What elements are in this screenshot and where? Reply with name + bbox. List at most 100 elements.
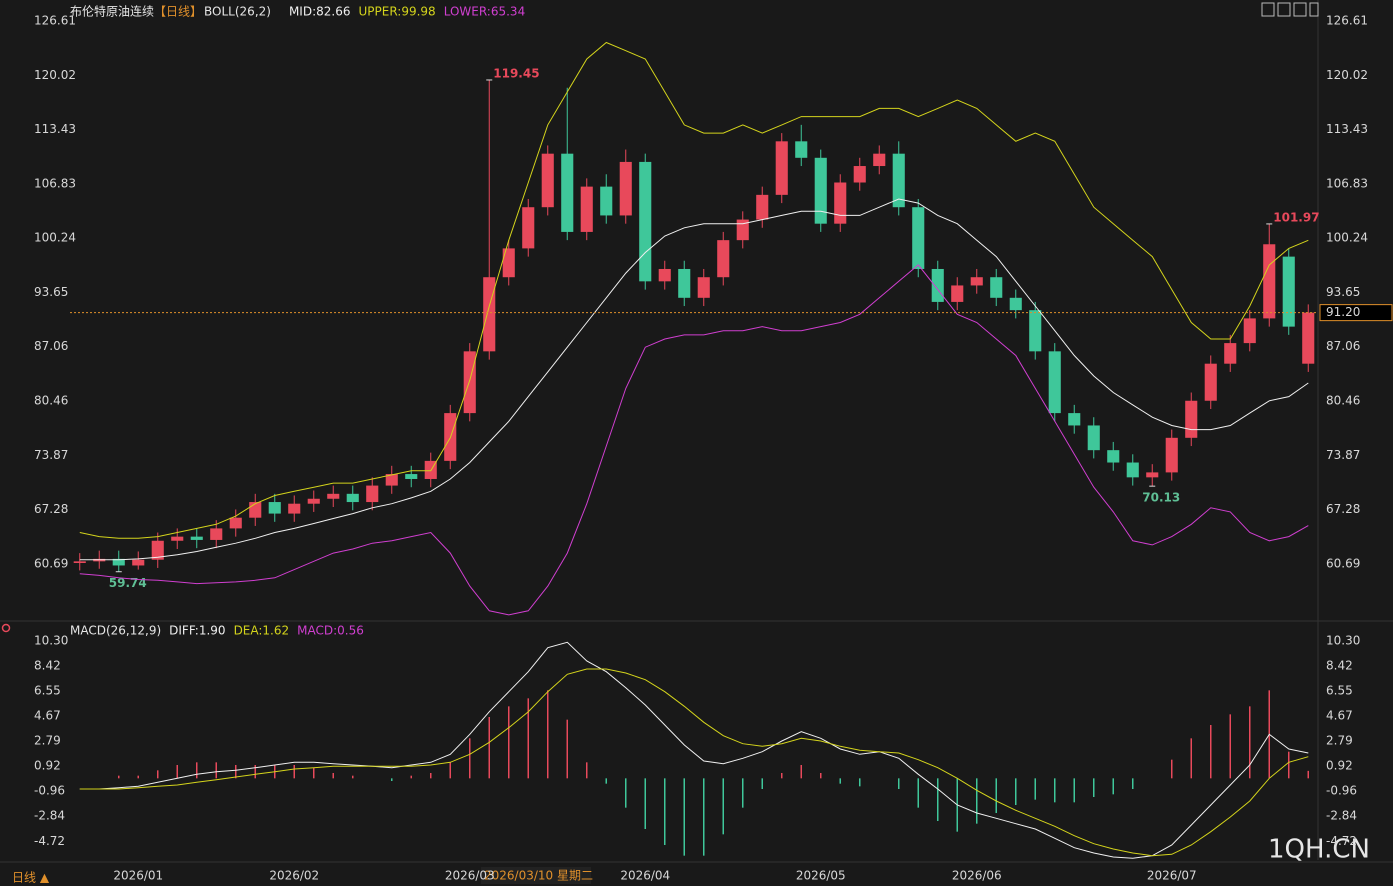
legend-entry: DEA:1.62 [234,624,290,638]
candle-body [561,153,574,232]
y2-tick-label: 4.67 [1326,709,1353,723]
candle-body [1165,437,1178,473]
indicator-icon[interactable] [1,623,11,633]
tool-icon[interactable] [1277,2,1291,17]
candle-body [190,536,203,540]
legend-entry: MACD(26,12,9) [70,624,161,638]
candle-body [639,161,652,282]
tool-icon[interactable] [1261,2,1275,17]
indicator-line [79,668,1309,857]
low-label: 70.13 [1142,491,1180,505]
x-tick-label: 2026/07 [1147,869,1197,883]
y-tick-label: 106.83 [34,176,76,190]
candle-body [580,186,593,232]
candle-body [775,141,788,195]
legend-entry: 布伦特原油连续 [70,4,154,19]
y-tick-label: 67.28 [34,502,68,516]
y2-tick-label: -2.84 [1326,809,1357,823]
candle-body [600,186,613,216]
y-tick-label: 120.02 [34,68,76,82]
toolbar[interactable] [1261,2,1319,17]
candle-body [229,517,242,529]
x-tick-label: 2026/05 [796,869,846,883]
candle-body [288,503,301,514]
legend-entry: MID:82.66 [289,5,351,19]
candle-body [483,277,496,352]
candle-body [327,493,340,499]
candle-body [951,285,964,302]
indicator-line [79,264,1309,616]
candle-body [1263,244,1276,319]
y-tick-label: -0.96 [34,784,65,798]
candle-body [678,268,691,298]
candle-body [1224,343,1237,364]
y2-tick-label: 60.69 [1326,556,1360,570]
candle-body [990,277,1003,298]
candle-body [1068,413,1081,426]
candle-body [1146,472,1159,478]
candle-body [1302,312,1315,364]
x-tick-label: 2026/04 [620,869,670,883]
high-label: 119.45 [493,66,539,80]
y-tick-label: 80.46 [34,394,68,408]
y2-tick-label: 93.65 [1326,285,1360,299]
legend-entry: LOWER:65.34 [444,5,526,19]
indicator-line [79,198,1309,561]
candle-body [931,268,944,302]
candle-body [307,498,320,504]
y2-tick-label: 2.79 [1326,734,1353,748]
y2-tick-label: 87.06 [1326,339,1360,353]
watermark: 1QH.CN [1268,835,1370,865]
candle-body [346,493,359,503]
legend-entry: UPPER:99.98 [358,5,435,19]
candle-body [1029,310,1042,352]
y2-tick-label: -4.72 [1326,834,1357,848]
period-switch[interactable]: 日线 ▲ [12,871,50,885]
candle-body [73,561,86,563]
y-tick-label: 100.24 [34,231,76,245]
y-tick-label: 126.61 [34,14,76,28]
last-price-box [1319,304,1393,322]
candle-body [522,207,535,249]
candle-body [853,166,866,183]
y-tick-label: -4.72 [34,834,65,848]
candle-body [892,153,905,208]
candle-body [717,240,730,278]
y2-tick-label: 120.02 [1326,68,1368,82]
tool-icon[interactable] [1309,2,1319,17]
candle-body [795,141,808,158]
y2-tick-label: 6.55 [1326,684,1353,698]
candle-body [151,540,164,560]
y-tick-label: 60.69 [34,556,68,570]
legend-entry: BOLL(26,2) [204,5,271,19]
candle-body [1282,256,1295,327]
candle-body [1126,462,1139,478]
candle-body [1107,450,1120,463]
y-tick-label: 2.79 [34,734,61,748]
candle-body [873,153,886,167]
candle-body [385,474,398,486]
y2-tick-label: 67.28 [1326,502,1360,516]
candle-body [912,207,925,269]
x-tick-label: 2026/01 [113,869,163,883]
candle-body [1009,297,1022,311]
candle-body [1087,425,1100,451]
y-tick-label: 0.92 [34,759,61,773]
x-tick-label: 2026/03 [445,869,495,883]
candle-body [756,194,769,220]
y2-tick-label: 73.87 [1326,448,1360,462]
y-tick-label: 6.55 [34,684,61,698]
y-tick-label: 93.65 [34,285,68,299]
y2-tick-label: 126.61 [1326,14,1368,28]
candle-body [834,182,847,224]
candle-body [1048,351,1061,414]
candle-body [132,559,145,566]
candle-body [658,268,671,282]
tool-icon[interactable] [1293,2,1307,17]
candle-body [405,474,418,479]
legend-entry: DIFF:1.90 [169,624,225,638]
high-label: 101.97 [1273,210,1319,224]
indicator-line [79,41,1309,539]
